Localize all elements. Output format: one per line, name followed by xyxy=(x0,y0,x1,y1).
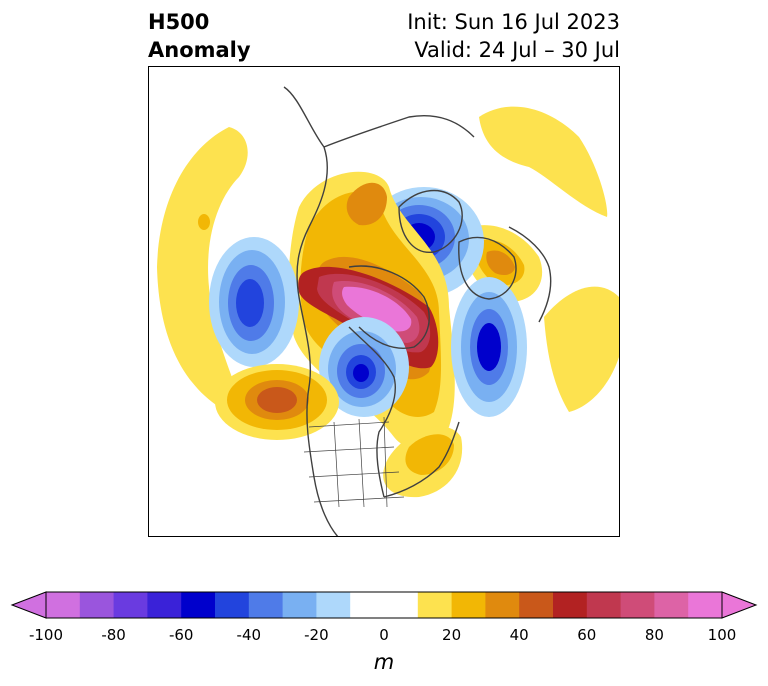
colorbar-tick-label: 20 xyxy=(442,626,462,644)
title-left: H500 Anomaly xyxy=(148,8,251,64)
colorbar-cell xyxy=(248,592,284,618)
colorbar-cell xyxy=(485,592,520,618)
anomaly-map xyxy=(148,66,620,537)
colorbar-cell xyxy=(181,592,216,618)
colorbar-tick-label: -40 xyxy=(236,626,262,644)
state-borders xyxy=(303,416,405,508)
colorbar-cell xyxy=(350,592,385,618)
valid-range: Valid: 24 Jul – 30 Jul xyxy=(414,38,620,62)
colorbar-tick-label: 100 xyxy=(707,626,737,644)
map-canvas xyxy=(157,86,619,536)
colorbar-cell xyxy=(215,592,250,618)
colorbar-cell xyxy=(147,592,182,618)
colorbar-tick-label: 60 xyxy=(577,626,597,644)
colorbar-tick-label: -80 xyxy=(101,626,126,644)
colorbar-cell xyxy=(316,592,351,618)
colorbar-cells xyxy=(46,592,723,618)
colorbar xyxy=(10,591,758,619)
negative-anomaly-atlantic xyxy=(451,277,527,417)
colorbar-cell xyxy=(46,592,81,618)
colorbar-cell xyxy=(282,592,317,618)
colorbar-tick-label: -100 xyxy=(28,626,64,644)
colorbar-tick-label: 80 xyxy=(644,626,664,644)
colorbar-extend-max xyxy=(721,591,758,619)
colorbar-cell xyxy=(519,592,554,618)
title-right: Init: Sun 16 Jul 2023 Valid: 24 Jul – 30… xyxy=(407,8,620,64)
colorbar-tick-label: 40 xyxy=(509,626,529,644)
colorbar-cell xyxy=(417,592,453,618)
init-date: Init: Sun 16 Jul 2023 xyxy=(407,10,620,34)
positive-anomaly-eastcoast xyxy=(383,426,463,498)
colorbar-cell xyxy=(79,592,115,618)
colorbar-cell xyxy=(113,592,148,618)
colorbar-cell xyxy=(586,592,622,618)
colorbar-cell xyxy=(620,592,655,618)
colorbar-cell xyxy=(384,592,419,618)
colorbar-cell xyxy=(553,592,588,618)
positive-anomaly-southwest xyxy=(215,364,339,440)
colorbar-cell xyxy=(654,592,689,618)
colorbar-cell xyxy=(451,592,486,618)
colorbar-tick-label: -20 xyxy=(304,626,329,644)
colorbar-tick-label: -60 xyxy=(168,626,194,644)
colorbar-extend-min xyxy=(10,591,47,619)
colorbar-cell xyxy=(688,592,723,618)
colorbar-tick-label: 0 xyxy=(379,626,389,644)
title-field-type: Anomaly xyxy=(148,38,251,62)
negative-anomaly-pacific xyxy=(209,237,299,367)
positive-anomaly-pacific xyxy=(157,127,248,407)
negative-anomaly-central xyxy=(319,317,409,417)
title-field-name: H500 xyxy=(148,10,210,34)
colorbar-unit: m xyxy=(373,650,395,674)
